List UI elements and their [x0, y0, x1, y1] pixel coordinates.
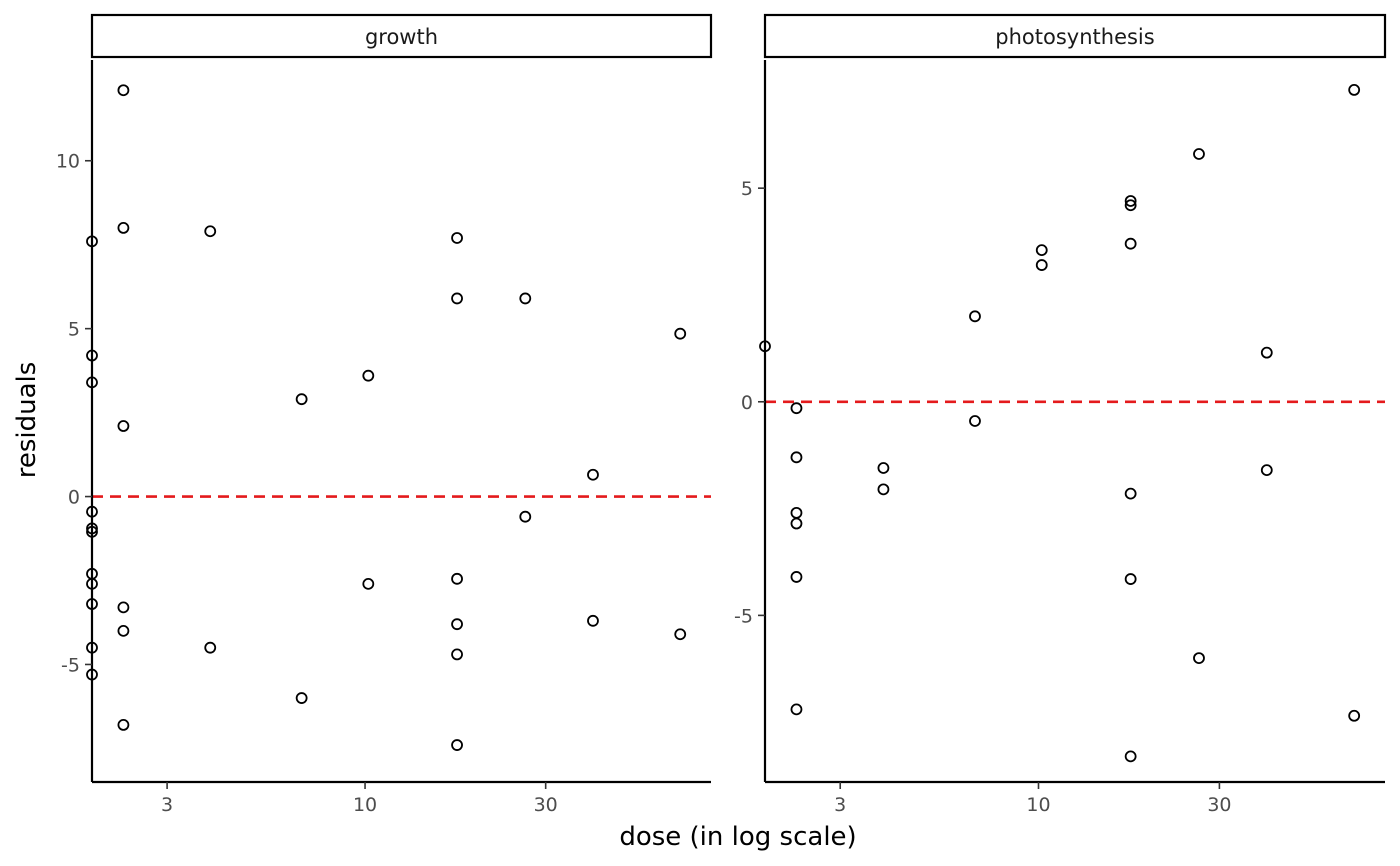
- point-photosynthesis-22: [1260, 464, 1273, 477]
- point-growth-32: [587, 614, 599, 627]
- point-photosynthesis-6: [790, 703, 803, 716]
- point-photosynthesis-16: [1124, 487, 1137, 500]
- point-photosynthesis-11: [1035, 244, 1048, 257]
- point-photosynthesis-3: [790, 506, 803, 519]
- point-growth-26: [451, 618, 463, 631]
- strip-label-photosynthesis: photosynthesis: [995, 25, 1154, 49]
- point-photosynthesis-23: [1348, 84, 1361, 96]
- point-growth-33: [674, 327, 687, 340]
- point-photosynthesis-10: [969, 415, 981, 427]
- point-photosynthesis-5: [790, 571, 803, 583]
- strip-growth: [90, 13, 713, 59]
- point-photosynthesis-2: [790, 451, 803, 464]
- x-tick-label: 30: [534, 794, 558, 816]
- x-axis-title: dose (in log scale): [619, 822, 856, 852]
- point-growth-15: [117, 624, 130, 637]
- point-growth-22: [362, 577, 375, 590]
- point-growth-31: [587, 468, 599, 481]
- point-growth-16: [117, 719, 130, 731]
- point-growth-12: [117, 222, 130, 234]
- points-growth: [86, 84, 687, 751]
- y-tick-label: 5: [741, 178, 753, 200]
- y-tick-label: 5: [68, 319, 80, 341]
- point-growth-17: [204, 225, 217, 238]
- point-photosynthesis-24: [1348, 709, 1361, 722]
- panel-growth: growth -5 0 5 10 3 10 30: [56, 13, 713, 816]
- point-photosynthesis-8: [877, 483, 890, 496]
- axes-photosynthesis: -5 0 5 3 10 30: [734, 60, 1385, 816]
- x-tick-label: 30: [1207, 794, 1231, 816]
- y-tick-label: 0: [741, 392, 753, 414]
- point-growth-25: [451, 572, 463, 585]
- points-photosynthesis: [759, 84, 1361, 763]
- y-tick-label: -5: [61, 654, 80, 676]
- point-growth-19: [295, 393, 308, 406]
- y-tick-label: -5: [734, 605, 753, 627]
- point-photosynthesis-19: [1193, 148, 1205, 160]
- x-tick-label: 3: [161, 794, 173, 816]
- strip-photosynthesis: [763, 13, 1387, 59]
- point-photosynthesis-1: [790, 402, 803, 415]
- point-growth-11: [117, 84, 130, 97]
- point-photosynthesis-12: [1035, 259, 1048, 271]
- point-growth-13: [117, 420, 130, 432]
- x-tick-label: 3: [834, 794, 846, 816]
- point-growth-29: [519, 292, 532, 305]
- point-growth-14: [117, 601, 130, 614]
- point-photosynthesis-9: [969, 310, 981, 323]
- point-photosynthesis-13: [1124, 195, 1137, 207]
- x-tick-label: 10: [353, 794, 377, 816]
- point-growth-28: [451, 739, 463, 751]
- point-photosynthesis-14: [1124, 199, 1137, 212]
- y-tick-label: 0: [68, 487, 80, 509]
- point-growth-30: [519, 510, 532, 523]
- point-photosynthesis-21: [1260, 346, 1273, 359]
- point-growth-23: [451, 232, 463, 244]
- strip-label-growth: growth: [365, 25, 438, 49]
- point-growth-20: [295, 692, 308, 704]
- point-growth-34: [674, 628, 687, 641]
- point-photosynthesis-20: [1193, 652, 1205, 665]
- point-photosynthesis-17: [1124, 573, 1137, 585]
- y-axis-title: residuals: [12, 362, 42, 479]
- point-growth-18: [204, 641, 217, 654]
- point-photosynthesis-18: [1124, 750, 1137, 763]
- point-growth-24: [451, 292, 463, 305]
- point-growth-21: [362, 369, 375, 382]
- x-tick-label: 10: [1026, 794, 1050, 816]
- axes-growth: -5 0 5 10 3 10 30: [56, 60, 711, 816]
- point-photosynthesis-7: [877, 462, 890, 474]
- y-tick-label: 10: [56, 151, 80, 173]
- point-photosynthesis-4: [790, 517, 803, 530]
- panel-photosynthesis: photosynthesis -5 0 5 3 10 30: [734, 13, 1387, 816]
- point-growth-27: [451, 648, 463, 661]
- point-photosynthesis-15: [1124, 237, 1137, 250]
